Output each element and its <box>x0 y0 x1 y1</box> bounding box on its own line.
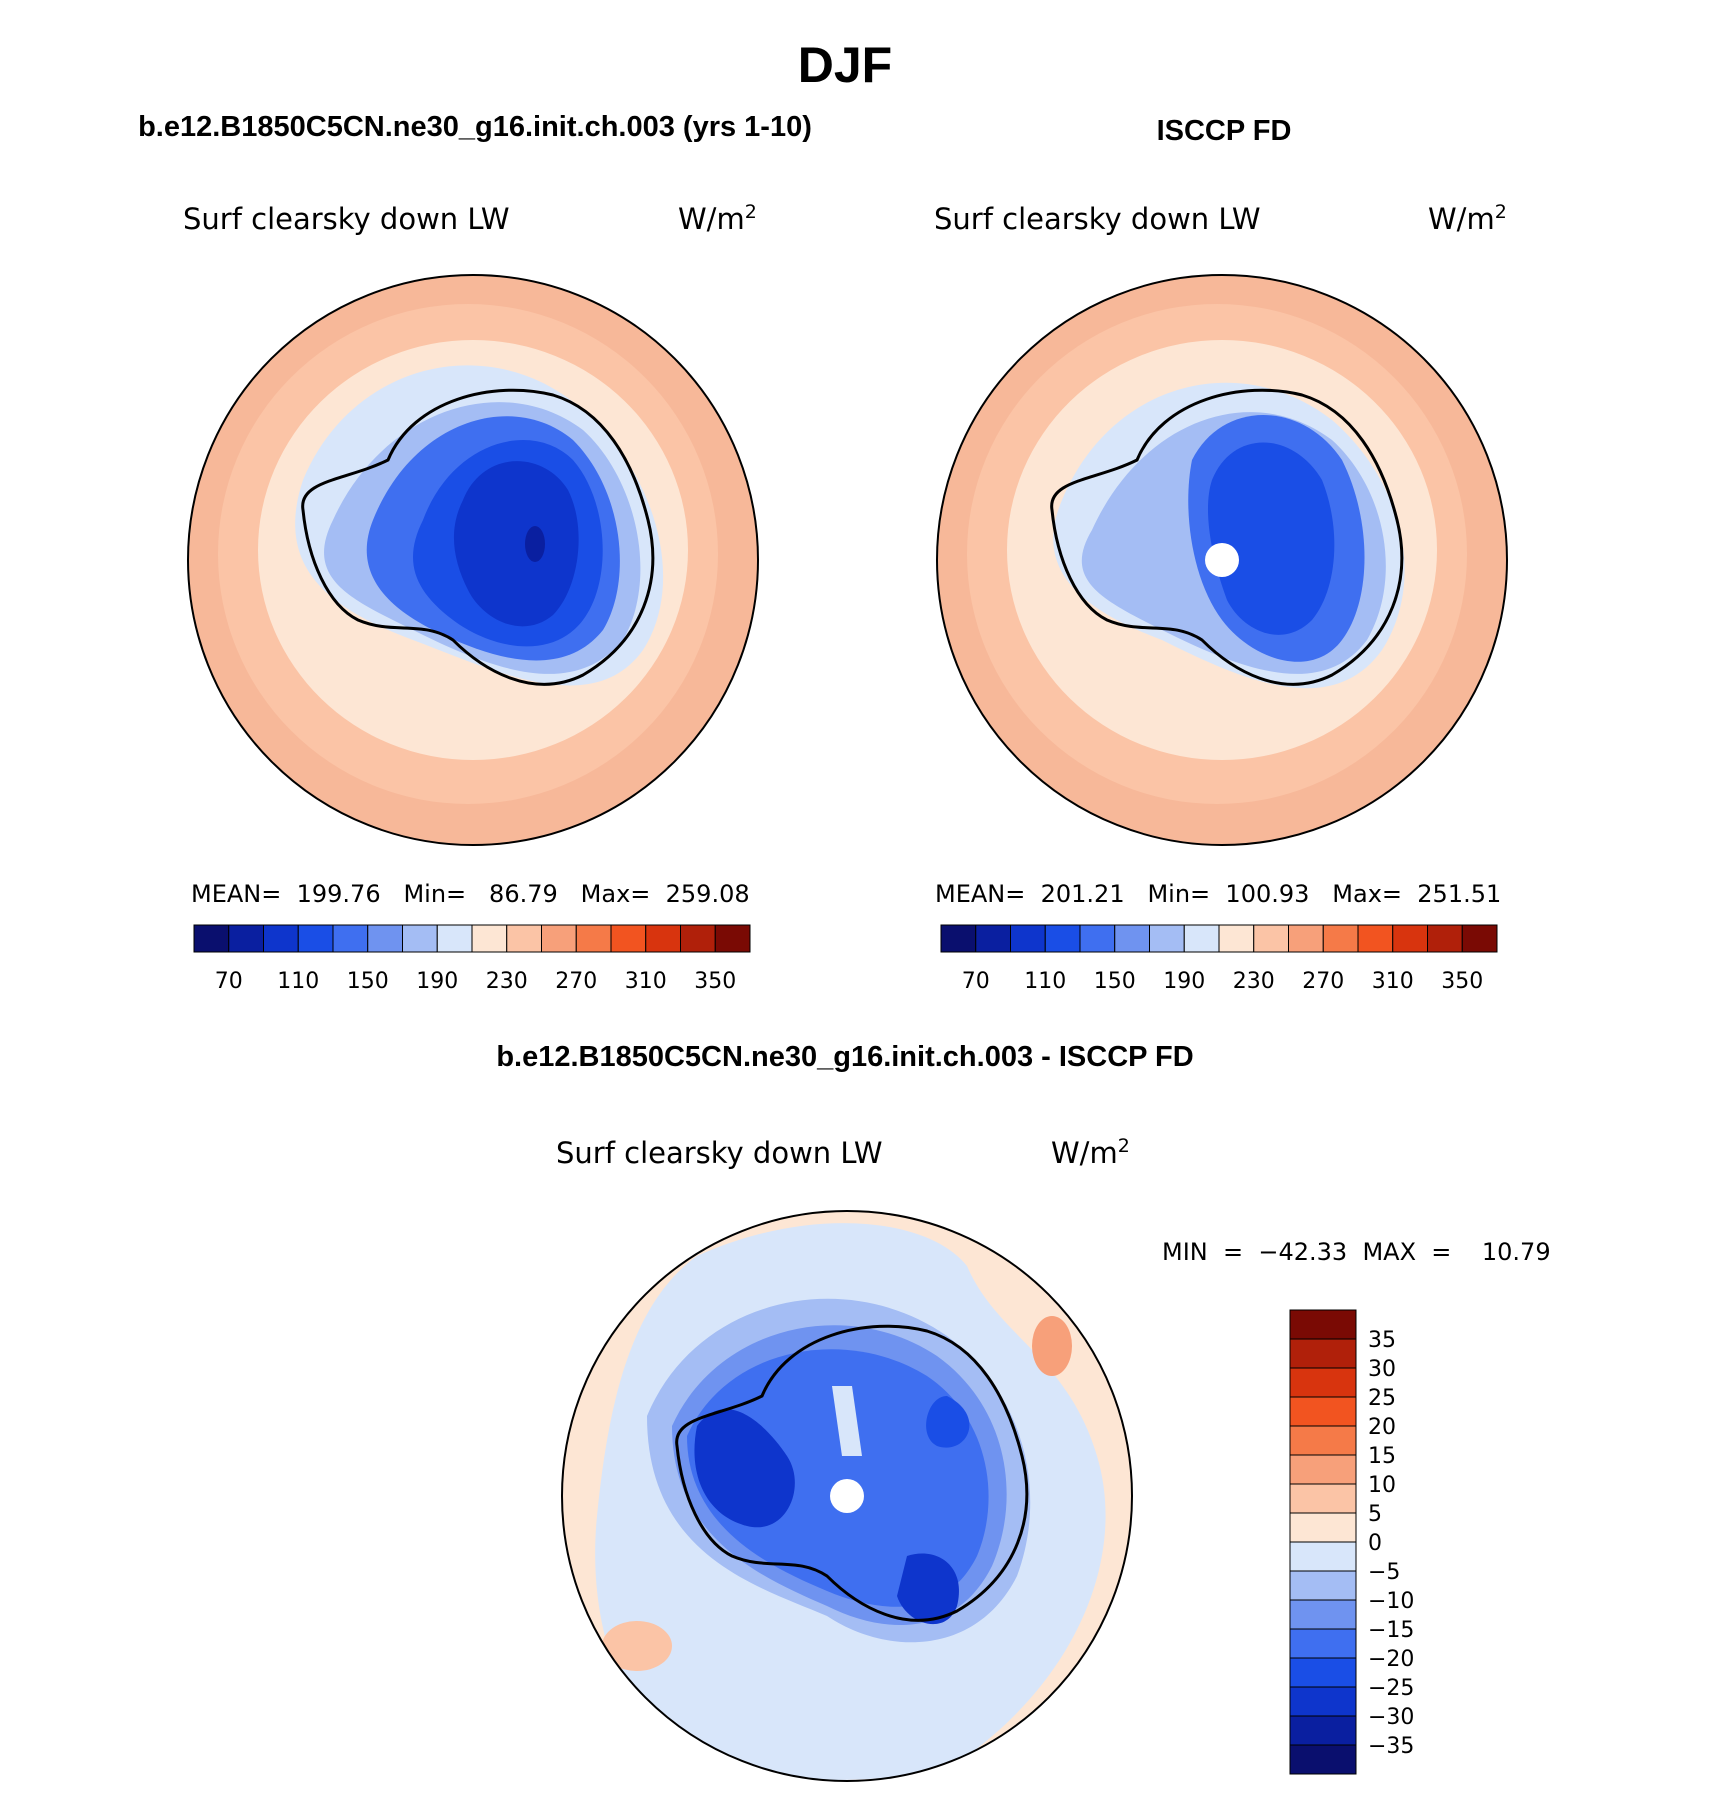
panel-3-colorbar-tick-label: 35 <box>1368 1328 1396 1353</box>
panel-3-colorbar-swatch <box>1289 1396 1357 1427</box>
panel-2-colorbar-swatch <box>1461 924 1498 953</box>
panel-3-units: W/m2 <box>1051 1135 1130 1170</box>
panel-3-colorbar-tick-label: 15 <box>1368 1444 1396 1469</box>
panel-1-colorbar-swatch <box>610 924 647 953</box>
panel-1-stats: MEAN= 199.76 Min= 86.79 Max= 259.08 <box>191 880 750 908</box>
panel-3-colorbar-swatch <box>1289 1628 1357 1659</box>
panel-3-colorbar-swatch <box>1289 1483 1357 1514</box>
panel-1-colorbar-swatch <box>332 924 369 953</box>
panel-2-stats: MEAN= 201.21 Min= 100.93 Max= 251.51 <box>935 880 1501 908</box>
panel-1-units: W/m2 <box>678 201 757 236</box>
panel-3-colorbar-swatch <box>1289 1367 1357 1398</box>
panel-2-colorbar-swatch <box>1114 924 1150 953</box>
panel-1-colorbar-swatch <box>680 924 716 953</box>
panel-2-colorbar-swatch <box>1288 924 1324 953</box>
panel-1-colorbar: 70 110 150 190 230 270 310 350 <box>193 924 751 994</box>
panel-2-colorbar-swatch <box>975 924 1011 953</box>
panel-1-colorbar-swatch <box>541 924 577 953</box>
panel-3-map <box>561 1210 1133 1782</box>
panel-2-units: W/m2 <box>1428 201 1507 236</box>
panel-3-colorbar-tick-label: 20 <box>1368 1415 1396 1440</box>
panel-2-colorbar-tick-label: 190 <box>1163 969 1205 994</box>
panel-2-colorbar-swatch <box>1253 924 1289 953</box>
panel-1-colorbar-swatch <box>193 924 230 953</box>
panel-1-colorbar-swatch <box>297 924 334 953</box>
panel-3-colorbar-tick-label: −15 <box>1368 1618 1414 1643</box>
panel-1-colorbar-swatch <box>471 924 508 953</box>
panel-1-colorbar-tick-label: 110 <box>277 969 319 994</box>
panel-1-colorbar-tick-label: 70 <box>215 969 243 994</box>
panel-3-colorbar-swatch <box>1289 1454 1357 1485</box>
panel-3-colorbar-tick-label: −20 <box>1368 1647 1414 1672</box>
panel-2-colorbar-tick-label: 230 <box>1233 969 1275 994</box>
panel-3-colorbar-swatch <box>1289 1425 1357 1456</box>
panel-2-colorbar-tick-label: 350 <box>1441 969 1483 994</box>
panel-3-colorbar-tick-label: 30 <box>1368 1357 1396 1382</box>
panel-3-colorbar-tick-label: −30 <box>1368 1705 1414 1730</box>
panel-3-colorbar-swatch <box>1289 1715 1357 1746</box>
panel-3-colorbar-tick-label: 0 <box>1368 1531 1382 1556</box>
panel-1-colorbar-tick-label: 350 <box>694 969 736 994</box>
panel-2-map <box>936 274 1508 846</box>
panel-1-colorbar-swatch <box>436 924 473 953</box>
figure-title: DJF <box>798 37 892 93</box>
panel-3-colorbar-swatch <box>1289 1309 1357 1340</box>
panel-2-colorbar-swatch <box>1149 924 1185 953</box>
panel-1-colorbar-swatch <box>645 924 681 953</box>
panel-1-colorbar-swatch <box>367 924 403 953</box>
panel-1-colorbar-swatch <box>263 924 299 953</box>
panel-2-colorbar-swatch <box>1183 924 1220 953</box>
panel-2-variable: Surf clearsky down LW <box>934 202 1261 236</box>
panel-3-colorbar-tick-label: 25 <box>1368 1386 1396 1411</box>
panel-3-colorbar-swatch <box>1289 1570 1357 1601</box>
panel-3-colorbar-swatch <box>1289 1541 1357 1572</box>
panel-2-colorbar-swatch <box>1010 924 1046 953</box>
panel-3-stats: MIN = −42.33 MAX = 10.79 <box>1162 1238 1551 1266</box>
panel-1-heading: b.e12.B1850C5CN.ne30_g16.init.ch.003 (yr… <box>138 111 812 143</box>
panel-1-colorbar-tick-label: 230 <box>486 969 528 994</box>
panel-2-colorbar-swatch <box>1392 924 1428 953</box>
panel-1-colorbar-swatch <box>228 924 264 953</box>
panel-2-colorbar-tick-label: 110 <box>1024 969 1066 994</box>
panel-3-colorbar-swatch <box>1289 1599 1357 1630</box>
panel-1-colorbar-tick-label: 150 <box>347 969 389 994</box>
panel-1-colorbar-swatch <box>714 924 751 953</box>
panel-1-variable: Surf clearsky down LW <box>183 202 510 236</box>
panel-1-colorbar-swatch <box>402 924 438 953</box>
panel-2-colorbar-tick-label: 270 <box>1302 969 1344 994</box>
panel-2-colorbar-swatch <box>1357 924 1394 953</box>
panel-1-map <box>187 274 759 846</box>
panel-1-colorbar-tick-label: 190 <box>416 969 458 994</box>
panel-1-colorbar-tick-label: 310 <box>625 969 667 994</box>
panel-3-colorbar-tick-label: −5 <box>1368 1560 1400 1585</box>
panel-2-colorbar-swatch <box>1079 924 1116 953</box>
panel-2-colorbar-swatch <box>1218 924 1255 953</box>
panel-3-colorbar: −35 −30 −25 −20 −15 −10 −5 0 5 10 15 20 25 30 35 <box>1289 1309 1414 1775</box>
panel-3-heading: b.e12.B1850C5CN.ne30_g16.init.ch.003 - I… <box>496 1041 1193 1073</box>
panel-2-heading: ISCCP FD <box>1157 115 1292 147</box>
panel-2-colorbar-swatch <box>1322 924 1359 953</box>
panel-3-colorbar-swatch <box>1289 1686 1357 1717</box>
panel-1-colorbar-tick-label: 270 <box>555 969 597 994</box>
panel-1-colorbar-swatch <box>575 924 612 953</box>
panel-3-colorbar-swatch <box>1289 1657 1357 1688</box>
panel-3-colorbar-tick-label: −10 <box>1368 1589 1414 1614</box>
panel-2-colorbar-swatch <box>1044 924 1081 953</box>
panel-3-variable: Surf clearsky down LW <box>556 1136 883 1170</box>
panel-3-colorbar-tick-label: −25 <box>1368 1676 1414 1701</box>
panel-3-colorbar-tick-label: 10 <box>1368 1473 1396 1498</box>
panel-2-colorbar-swatch <box>940 924 977 953</box>
panel-3-colorbar-swatch <box>1289 1338 1357 1369</box>
panel-3-colorbar-swatch <box>1289 1744 1357 1775</box>
panel-2-colorbar: 70 110 150 190 230 270 310 350 <box>940 924 1498 994</box>
panel-2-colorbar-tick-label: 70 <box>962 969 990 994</box>
panel-3-colorbar-swatch <box>1289 1512 1357 1543</box>
panel-3-colorbar-tick-label: −35 <box>1368 1734 1414 1759</box>
panel-2-colorbar-tick-label: 310 <box>1372 969 1414 994</box>
panel-3-colorbar-tick-label: 5 <box>1368 1502 1382 1527</box>
panel-2-colorbar-tick-label: 150 <box>1094 969 1136 994</box>
panel-2-colorbar-swatch <box>1427 924 1463 953</box>
panel-1-colorbar-swatch <box>506 924 542 953</box>
